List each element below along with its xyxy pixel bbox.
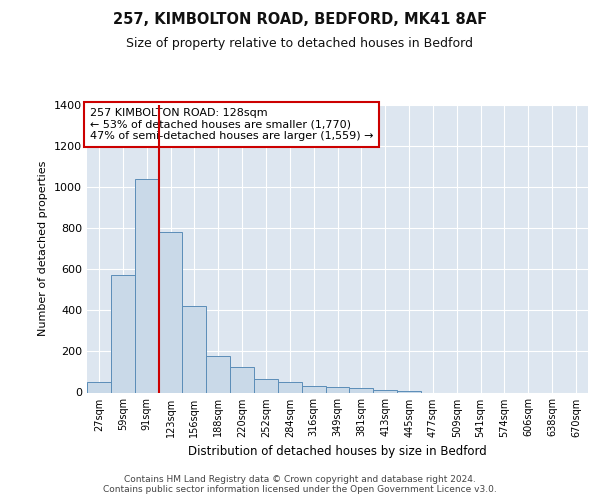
Bar [158, 232, 182, 392]
Text: Size of property relative to detached houses in Bedford: Size of property relative to detached ho… [127, 38, 473, 51]
Bar [302, 386, 326, 392]
Y-axis label: Number of detached properties: Number of detached properties [38, 161, 49, 336]
Text: 257 KIMBOLTON ROAD: 128sqm
← 53% of detached houses are smaller (1,770)
47% of s: 257 KIMBOLTON ROAD: 128sqm ← 53% of deta… [89, 108, 373, 141]
Bar [278, 382, 302, 392]
Bar [373, 390, 397, 392]
Bar [87, 382, 111, 392]
Bar [230, 367, 254, 392]
Text: Contains HM Land Registry data © Crown copyright and database right 2024.
Contai: Contains HM Land Registry data © Crown c… [103, 474, 497, 494]
Bar [326, 388, 349, 392]
Bar [182, 306, 206, 392]
X-axis label: Distribution of detached houses by size in Bedford: Distribution of detached houses by size … [188, 445, 487, 458]
Bar [135, 179, 158, 392]
Bar [111, 276, 135, 392]
Text: 257, KIMBOLTON ROAD, BEDFORD, MK41 8AF: 257, KIMBOLTON ROAD, BEDFORD, MK41 8AF [113, 12, 487, 28]
Bar [254, 379, 278, 392]
Bar [349, 388, 373, 392]
Bar [206, 356, 230, 393]
